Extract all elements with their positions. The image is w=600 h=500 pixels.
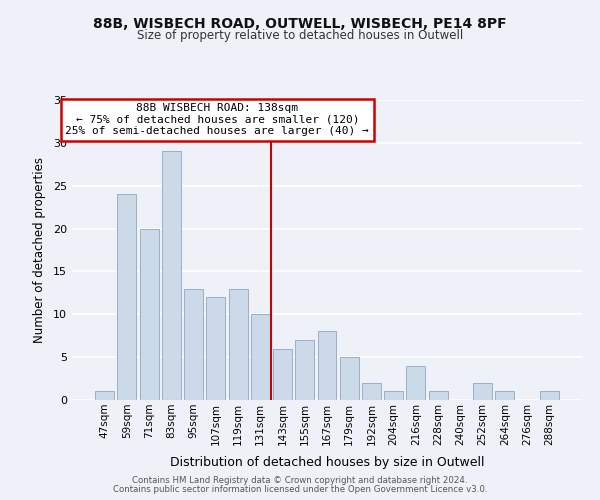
Bar: [95, 392, 114, 400]
Bar: [317, 332, 337, 400]
Bar: [229, 288, 248, 400]
Bar: [362, 383, 381, 400]
Bar: [473, 383, 492, 400]
Bar: [273, 348, 292, 400]
Bar: [184, 288, 203, 400]
Text: 88B, WISBECH ROAD, OUTWELL, WISBECH, PE14 8PF: 88B, WISBECH ROAD, OUTWELL, WISBECH, PE1…: [93, 18, 507, 32]
Text: Contains HM Land Registry data © Crown copyright and database right 2024.: Contains HM Land Registry data © Crown c…: [132, 476, 468, 485]
Bar: [540, 392, 559, 400]
Bar: [206, 297, 225, 400]
Bar: [295, 340, 314, 400]
Bar: [118, 194, 136, 400]
Bar: [429, 392, 448, 400]
Bar: [251, 314, 270, 400]
Bar: [140, 228, 158, 400]
Text: 88B WISBECH ROAD: 138sqm
← 75% of detached houses are smaller (120)
25% of semi-: 88B WISBECH ROAD: 138sqm ← 75% of detach…: [65, 103, 369, 136]
Bar: [384, 392, 403, 400]
Bar: [340, 357, 359, 400]
Y-axis label: Number of detached properties: Number of detached properties: [33, 157, 46, 343]
Bar: [406, 366, 425, 400]
Bar: [162, 152, 181, 400]
Text: Size of property relative to detached houses in Outwell: Size of property relative to detached ho…: [137, 29, 463, 42]
Bar: [496, 392, 514, 400]
Text: Contains public sector information licensed under the Open Government Licence v3: Contains public sector information licen…: [113, 485, 487, 494]
X-axis label: Distribution of detached houses by size in Outwell: Distribution of detached houses by size …: [170, 456, 484, 469]
